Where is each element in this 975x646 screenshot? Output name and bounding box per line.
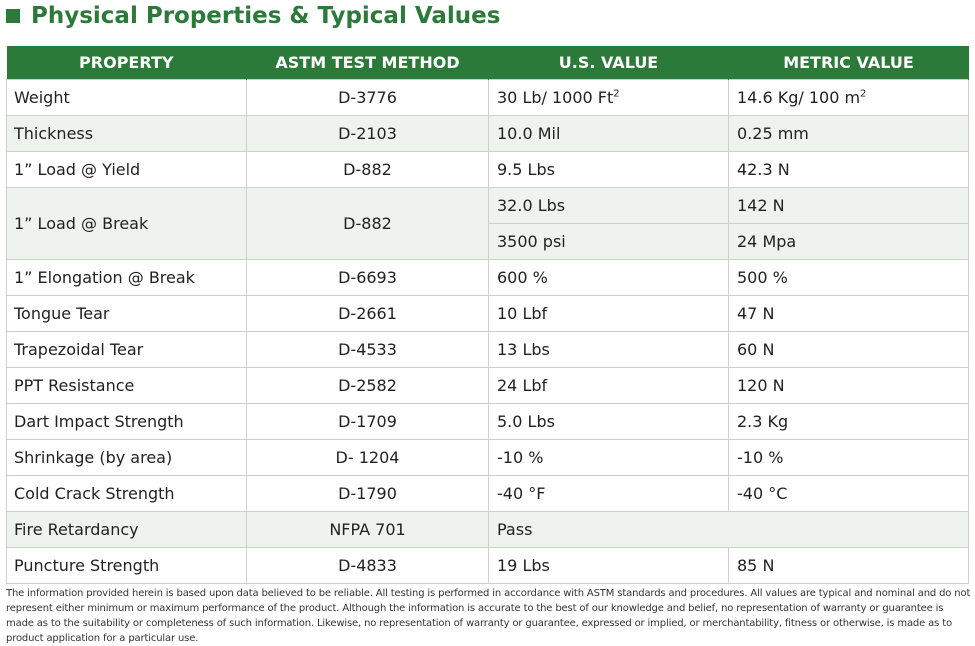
table-row: Thickness D-2103 10.0 Mil 0.25 mm xyxy=(6,115,969,152)
us-value-cell: 19 Lbs xyxy=(488,547,729,584)
us-value-cell: 9.5 Lbs xyxy=(488,151,729,188)
property-cell: Weight xyxy=(6,79,247,116)
metric-value-cell: 0.25 mm xyxy=(728,115,969,152)
method-cell: NFPA 701 xyxy=(246,511,489,548)
title-square-icon xyxy=(6,9,20,23)
us-value-cell: 13 Lbs xyxy=(488,331,729,368)
method-cell: D-6693 xyxy=(246,259,489,296)
method-cell: D-882 xyxy=(246,187,489,260)
disclaimer-text: The information provided herein is based… xyxy=(6,588,971,644)
us-value-cell: 3500 psi xyxy=(488,223,729,260)
table-row: Shrinkage (by area) D- 1204 -10 % -10 % xyxy=(6,439,969,476)
property-cell: 1” Load @ Yield xyxy=(6,151,247,188)
property-cell: 1” Elongation @ Break xyxy=(6,259,247,296)
header-property: PROPERTY xyxy=(6,46,247,80)
method-cell: D-1709 xyxy=(246,403,489,440)
table-row: 3500 psi 24 Mpa xyxy=(7,223,969,260)
metric-value-cell: -40 °C xyxy=(728,475,969,512)
method-cell: D-2582 xyxy=(246,367,489,404)
us-value-cell: 24 Lbf xyxy=(488,367,729,404)
method-cell: D-4833 xyxy=(246,547,489,584)
table-row: Fire Retardancy NFPA 701 Pass xyxy=(6,511,969,548)
method-cell: D- 1204 xyxy=(246,439,489,476)
metric-value-cell: 142 N xyxy=(728,187,969,224)
us-value-cell: 10.0 Mil xyxy=(488,115,729,152)
metric-value-cell: 120 N xyxy=(728,367,969,404)
property-cell: 1” Load @ Break xyxy=(6,187,247,260)
header-row: PROPERTY ASTM TEST METHOD U.S. VALUE MET… xyxy=(6,46,969,80)
table-row: Weight D-3776 30 Lb/ 1000 Ft2 14.6 Kg/ 1… xyxy=(6,79,969,116)
table-row: 1” Elongation @ Break D-6693 600 % 500 % xyxy=(6,259,969,296)
table-row: Cold Crack Strength D-1790 -40 °F -40 °C xyxy=(6,475,969,512)
property-cell: PPT Resistance xyxy=(6,367,247,404)
method-cell: D-3776 xyxy=(246,79,489,116)
us-value-superscript: 2 xyxy=(613,88,620,100)
us-value-cell: 600 % xyxy=(488,259,729,296)
method-cell: D-1790 xyxy=(246,475,489,512)
table-row: Trapezoidal Tear D-4533 13 Lbs 60 N xyxy=(6,331,969,368)
header-astm-method: ASTM TEST METHOD xyxy=(246,46,489,80)
property-cell: Tongue Tear xyxy=(6,295,247,332)
us-value-cell: -40 °F xyxy=(488,475,729,512)
metric-value-cell: 2.3 Kg xyxy=(728,403,969,440)
property-cell: Fire Retardancy xyxy=(6,511,247,548)
title-bar: Physical Properties & Typical Values xyxy=(6,0,500,32)
metric-value-cell: -10 % xyxy=(728,439,969,476)
metric-value-cell: 42.3 N xyxy=(728,151,969,188)
header-metric-value: METRIC VALUE xyxy=(728,46,969,80)
metric-value-cell: 14.6 Kg/ 100 m2 xyxy=(728,79,969,116)
method-cell: D-882 xyxy=(246,151,489,188)
metric-value-superscript: 2 xyxy=(860,88,867,100)
table-row: 1” Load @ Yield D-882 9.5 Lbs 42.3 N xyxy=(6,151,969,188)
header-us-value: U.S. VALUE xyxy=(488,46,729,80)
properties-table: PROPERTY ASTM TEST METHOD U.S. VALUE MET… xyxy=(6,46,969,584)
table-row: Dart Impact Strength D-1709 5.0 Lbs 2.3 … xyxy=(6,403,969,440)
us-value-cell: 5.0 Lbs xyxy=(488,403,729,440)
metric-value-cell: 500 % xyxy=(728,259,969,296)
table-row: Puncture Strength D-4833 19 Lbs 85 N xyxy=(6,547,969,584)
property-cell: Cold Crack Strength xyxy=(6,475,247,512)
method-cell: D-2661 xyxy=(246,295,489,332)
us-value-text: 30 Lb/ 1000 Ft xyxy=(497,88,614,107)
method-cell: D-2103 xyxy=(246,115,489,152)
metric-value-cell: 60 N xyxy=(728,331,969,368)
table-row: PPT Resistance D-2582 24 Lbf 120 N xyxy=(6,367,969,404)
metric-value-cell: 24 Mpa xyxy=(728,223,969,260)
property-cell: Trapezoidal Tear xyxy=(6,331,247,368)
us-value-cell: 30 Lb/ 1000 Ft2 xyxy=(488,79,729,116)
table-row: 1” Load @ Break D-882 32.0 Lbs 142 N xyxy=(6,187,969,260)
combined-value-cell: Pass xyxy=(488,511,969,548)
page-title: Physical Properties & Typical Values xyxy=(31,3,501,29)
metric-value-text: 14.6 Kg/ 100 m xyxy=(737,88,861,107)
metric-value-cell: 85 N xyxy=(728,547,969,584)
property-cell: Shrinkage (by area) xyxy=(6,439,247,476)
property-cell: Puncture Strength xyxy=(6,547,247,584)
us-value-cell: -10 % xyxy=(488,439,729,476)
method-cell: D-4533 xyxy=(246,331,489,368)
us-value-cell: 32.0 Lbs xyxy=(488,187,729,224)
property-cell: Thickness xyxy=(6,115,247,152)
metric-value-cell: 47 N xyxy=(728,295,969,332)
table-row: Tongue Tear D-2661 10 Lbf 47 N xyxy=(6,295,969,332)
property-cell: Dart Impact Strength xyxy=(6,403,247,440)
us-value-cell: 10 Lbf xyxy=(488,295,729,332)
